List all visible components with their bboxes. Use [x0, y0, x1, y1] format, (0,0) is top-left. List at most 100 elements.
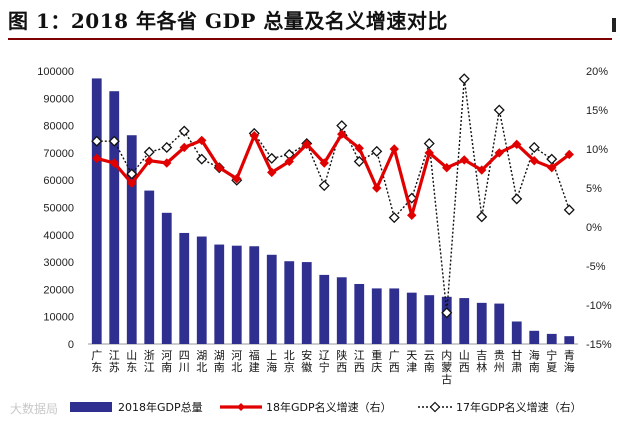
- growth-2018-marker: [92, 153, 102, 164]
- legend-marker-2018: [237, 403, 245, 411]
- gdp-bar: [319, 274, 330, 344]
- growth-2017-marker: [546, 153, 558, 165]
- y-left-tick-label: 90000: [43, 93, 74, 105]
- legend-swatch-gdp: [70, 402, 112, 412]
- gdp-bar: [424, 295, 435, 344]
- watermark: 大数据局: [10, 402, 59, 416]
- gdp-bar: [301, 262, 312, 344]
- growth-2017-marker: [266, 152, 278, 164]
- category-label-char: 海: [564, 360, 575, 374]
- y-left-tick-label: 60000: [43, 175, 74, 187]
- growth-2018-marker: [564, 149, 574, 160]
- growth-2018-marker: [407, 210, 417, 221]
- legend-label-2017: 17年GDP名义增速（右）: [456, 400, 582, 414]
- category-label-char: 辽: [319, 349, 330, 362]
- growth-2018-marker: [144, 155, 154, 166]
- category-label-char: 河: [161, 349, 172, 362]
- category-label-char: 浙: [144, 349, 155, 362]
- category-label-char: 云: [424, 349, 435, 362]
- gdp-bar: [459, 298, 470, 344]
- category-label-char: 陕: [336, 348, 347, 362]
- category-label-char: 州: [494, 361, 505, 374]
- gdp-bar: [494, 303, 505, 344]
- growth-2017-marker: [493, 104, 505, 116]
- growth-2018-marker: [529, 155, 539, 166]
- growth-2018-marker: [302, 139, 312, 150]
- growth-2018-marker: [214, 163, 224, 173]
- growth-2017-marker: [528, 141, 540, 153]
- title-divider: [8, 38, 612, 40]
- category-label-char: 广: [389, 349, 400, 362]
- category-label-char: 贵: [494, 349, 505, 362]
- y-right-tick-label: 5%: [586, 183, 602, 195]
- growth-2017-marker: [423, 138, 435, 150]
- growth-2017-marker: [336, 120, 348, 132]
- category-label-char: 京: [284, 360, 295, 374]
- category-label-char: 南: [161, 361, 172, 374]
- y-left-tick-label: 50000: [43, 203, 74, 215]
- growth-2018-marker: [249, 131, 259, 141]
- growth-2018-marker: [389, 144, 399, 154]
- gdp-bar: [546, 333, 557, 344]
- growth-2018-line: [96, 132, 571, 217]
- growth-2018-marker: [547, 163, 557, 173]
- category-label-char: 青: [564, 349, 575, 362]
- category-label-char: 西: [354, 361, 365, 374]
- gdp-bar: [564, 336, 575, 344]
- category-label-char: 吉: [476, 349, 487, 362]
- category-label-char: 西: [336, 361, 347, 374]
- category-label-char: 古: [441, 373, 452, 386]
- category-label-char: 内: [441, 348, 452, 362]
- category-label-char: 北: [284, 349, 295, 362]
- gdp-bar: [371, 288, 382, 344]
- growth-2017-marker: [388, 212, 400, 224]
- category-label-char: 林: [476, 360, 487, 374]
- category-label-char: 北: [196, 361, 207, 374]
- category-label-char: 东: [126, 361, 137, 374]
- category-label-char: 上: [266, 349, 277, 362]
- growth-2017-marker: [318, 180, 330, 192]
- category-label-char: 蒙: [441, 361, 452, 374]
- category-label-char: 江: [354, 349, 365, 362]
- category-label-char: 海: [266, 360, 277, 374]
- category-label-char: 津: [406, 361, 417, 374]
- gdp-bar: [249, 246, 260, 344]
- gdp-bar: [231, 245, 242, 344]
- gdp-bar: [354, 283, 365, 344]
- category-label-char: 甘: [511, 349, 522, 362]
- legend-label-2018: 18年GDP名义增速（右）: [266, 400, 392, 414]
- gdp-bar: [511, 321, 522, 344]
- category-label-char: 建: [249, 360, 260, 374]
- category-label-char: 南: [424, 361, 435, 374]
- category-label-char: 西: [459, 361, 470, 374]
- growth-2018-marker: [372, 183, 382, 193]
- y-left-tick-label: 100000: [37, 66, 74, 78]
- category-label-char: 湖: [196, 349, 207, 362]
- growth-2017-marker: [458, 73, 470, 85]
- category-label-char: 南: [529, 361, 540, 374]
- category-label-char: 天: [406, 349, 417, 362]
- gdp-bar: [266, 254, 277, 344]
- category-label-char: 庆: [371, 360, 382, 374]
- category-label-char: 南: [214, 361, 225, 374]
- category-label-char: 苏: [109, 361, 120, 374]
- growth-2018-marker: [109, 158, 119, 168]
- category-label-char: 宁: [319, 360, 330, 374]
- gdp-bar: [144, 190, 155, 344]
- category-label-char: 安: [301, 348, 312, 362]
- category-label-char: 江: [109, 349, 120, 362]
- category-label-char: 四: [179, 349, 190, 362]
- gdp-bar: [179, 232, 190, 344]
- growth-2018-marker: [494, 148, 504, 158]
- category-label-char: 宁: [546, 348, 557, 362]
- growth-2017-marker: [91, 135, 103, 147]
- growth-2017-marker: [511, 193, 523, 205]
- category-label-char: 河: [231, 349, 242, 362]
- y-right-tick-label: -15%: [586, 339, 612, 351]
- legend-marker-2017: [429, 401, 441, 413]
- y-left-tick-label: 80000: [43, 121, 74, 133]
- growth-2017-marker: [108, 135, 120, 147]
- growth-2018-marker: [424, 148, 434, 158]
- growth-2017-marker: [563, 204, 575, 216]
